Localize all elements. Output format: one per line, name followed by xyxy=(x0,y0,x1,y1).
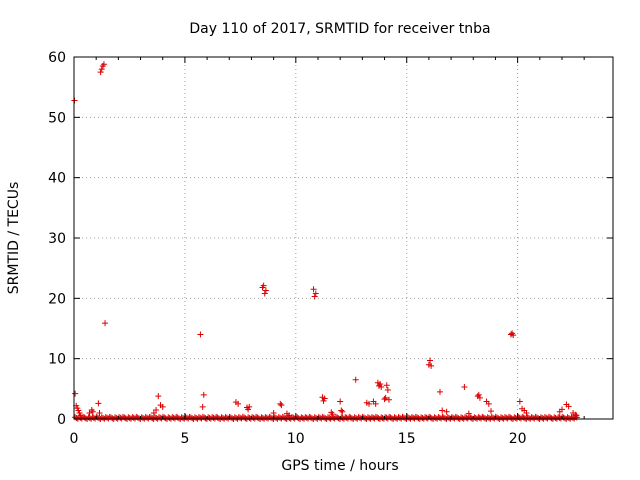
data-point xyxy=(89,408,96,415)
data-point xyxy=(278,402,285,409)
data-point xyxy=(199,403,206,410)
y-tick-label: 50 xyxy=(48,110,66,126)
y-axis-label: SRMTID / TECUs xyxy=(6,182,22,295)
data-point xyxy=(72,390,79,397)
data-point xyxy=(270,409,277,416)
x-tick-label: 0 xyxy=(70,431,79,447)
data-point xyxy=(98,66,105,73)
data-point xyxy=(523,409,530,416)
y-tick-label: 10 xyxy=(48,352,66,368)
data-point xyxy=(573,412,580,419)
data-point xyxy=(155,393,162,400)
data-point xyxy=(95,400,102,407)
ticks-layer: 0 5 10 15 20 0 10 20 30 40 50 60 xyxy=(48,50,613,447)
data-point xyxy=(150,409,157,416)
data-point xyxy=(366,400,373,407)
data-point xyxy=(200,391,207,398)
data-point xyxy=(385,396,392,403)
data-point xyxy=(427,357,434,364)
y-tick-label: 0 xyxy=(57,412,66,428)
data-point xyxy=(378,384,385,391)
data-point xyxy=(339,408,346,415)
data-point xyxy=(96,409,103,416)
data-point xyxy=(443,408,450,415)
data-point xyxy=(439,407,446,414)
data-point xyxy=(461,384,468,391)
data-point xyxy=(485,400,492,407)
data-point xyxy=(572,411,579,418)
data-point xyxy=(312,290,319,297)
data-point xyxy=(153,406,160,413)
data-point xyxy=(329,411,336,418)
chart-title: Day 110 of 2017, SRMTID for receiver tnb… xyxy=(189,21,490,37)
data-point xyxy=(428,362,435,369)
data-point xyxy=(475,391,482,398)
data-point xyxy=(102,320,109,327)
x-tick-label: 20 xyxy=(509,431,527,447)
data-point xyxy=(277,400,284,407)
x-tick-label: 15 xyxy=(398,431,416,447)
data-point xyxy=(465,410,472,417)
data-point xyxy=(246,403,253,410)
data-point xyxy=(436,388,443,395)
data-point xyxy=(382,394,389,401)
data-point xyxy=(77,412,84,419)
y-tick-label: 40 xyxy=(48,171,66,187)
data-point xyxy=(384,387,391,394)
data-point xyxy=(262,287,269,294)
data-point xyxy=(516,398,523,405)
data-point xyxy=(100,61,107,68)
grid-layer xyxy=(74,57,613,419)
data-point xyxy=(352,376,359,383)
data-point xyxy=(260,282,267,289)
data-point xyxy=(321,395,328,402)
data-point xyxy=(488,408,495,415)
data-point xyxy=(235,400,242,407)
x-tick-label: 5 xyxy=(180,431,189,447)
data-point xyxy=(476,394,483,401)
data-point xyxy=(381,396,388,403)
data-point xyxy=(97,69,104,76)
data-point xyxy=(565,403,572,410)
data-point xyxy=(558,406,565,413)
data-point xyxy=(510,332,517,339)
data-point xyxy=(159,403,166,410)
data-point xyxy=(338,407,345,414)
data-point xyxy=(310,286,317,293)
data-point xyxy=(377,381,384,388)
data-point xyxy=(286,412,293,419)
y-tick-label: 20 xyxy=(48,291,66,307)
data-point xyxy=(383,382,390,389)
data-point xyxy=(86,409,93,416)
data-point xyxy=(372,400,379,407)
y-tick-label: 30 xyxy=(48,231,66,247)
data-point xyxy=(197,331,204,338)
y-tick-label: 60 xyxy=(48,50,66,66)
data-point xyxy=(261,290,268,297)
x-axis-label: GPS time / hours xyxy=(281,458,398,474)
data-point xyxy=(337,398,344,405)
data-point xyxy=(311,293,318,300)
x-tick-label: 10 xyxy=(287,431,305,447)
